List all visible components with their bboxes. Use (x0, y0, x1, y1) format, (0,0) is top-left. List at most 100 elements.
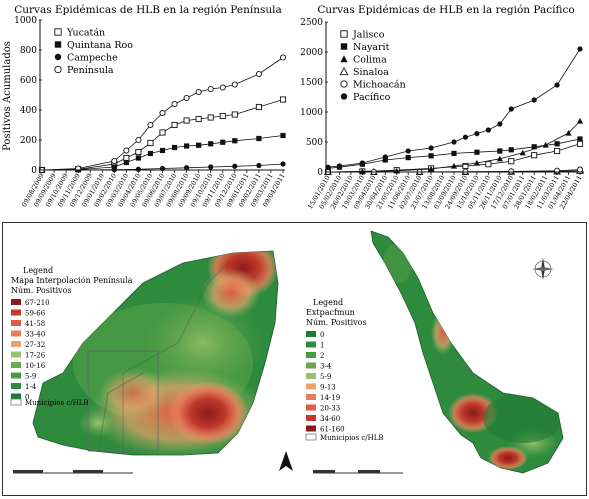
nayarit-data-point (428, 153, 434, 159)
yucatan-data-point (195, 115, 202, 123)
peninsula-map-legend: Legend Mapa Interpolación Península Núm.… (10, 266, 133, 407)
yucatan-data-point (231, 111, 238, 118)
pacifico-epidemic-chart: Curvas Epidémicas de HLB en la región Pa… (300, 4, 584, 210)
nayarit-legend-label: Nayarit (353, 42, 390, 53)
sinaloa-legend-label: Sinaloa (353, 67, 389, 78)
quintana-roo-data-point (147, 150, 154, 157)
pacifico-data-point (382, 154, 388, 160)
quintana-roo-data-point (208, 141, 214, 147)
colima-data-point (359, 168, 366, 174)
pacifico-data-point (428, 145, 434, 151)
peninsula-y-axis-label: Positivos Acumulados (2, 41, 13, 151)
y-tick-label: 600 (20, 76, 37, 86)
quintana-roo-legend-marker (54, 41, 62, 48)
legend-swatch (11, 383, 21, 389)
legend-class-label: 3-4 (320, 363, 332, 371)
legend-swatch (11, 309, 21, 316)
peninsula-data-point (111, 157, 118, 165)
legend-swatch (306, 352, 316, 358)
sinaloa-legend-marker (339, 66, 349, 76)
michoacan-data-point (508, 168, 515, 175)
michoacan-legend-marker (340, 80, 348, 88)
jalisco-data-point (554, 147, 561, 155)
yucatan-data-point (159, 129, 166, 136)
y-tick-label: 500 (306, 138, 323, 148)
legend-class-label: 9-13 (320, 384, 336, 392)
legend-swatch (306, 415, 316, 421)
quintana-roo-data-point (111, 164, 117, 170)
y-tick-label: 800 (20, 46, 37, 56)
legend-class-label: 33-40 (25, 331, 45, 339)
legend-swatch (306, 331, 316, 337)
quintana-roo-data-point (135, 155, 141, 161)
colima-data-point (576, 117, 584, 124)
peninsula-data-point (171, 100, 178, 108)
peninsula-data-point (195, 88, 202, 96)
legend-swatch (306, 341, 316, 348)
nayarit-data-point (405, 155, 411, 161)
colima-data-point (473, 159, 481, 166)
jalisco-data-point (485, 161, 492, 168)
pacifico-legend-subtitle: Extpacfmun (306, 308, 355, 317)
legend-swatch (11, 299, 21, 305)
legend-class-label: 10-16 (25, 362, 46, 370)
peninsula-data-point (219, 84, 226, 91)
campeche-data-point (135, 166, 141, 172)
peninsula-data-point (207, 85, 214, 93)
nayarit-data-point (554, 141, 560, 147)
peninsula-legend-label: Península (67, 65, 114, 76)
colima-data-point (496, 155, 503, 162)
legend-swatch (306, 383, 316, 390)
peninsula-data-point (183, 94, 190, 102)
michoacan-data-point (554, 167, 561, 174)
legend-swatch (11, 393, 21, 400)
yucatan-data-point (183, 117, 190, 124)
legend-class-label: 0 (320, 331, 324, 339)
quintana-roo-data-point (196, 142, 202, 148)
quintana-roo-legend-label: Quintana Roo (67, 40, 133, 51)
legend-class-label: 34-60 (320, 415, 340, 423)
peninsula-heat-map (32, 250, 279, 456)
y-tick-label: 0 (317, 168, 323, 178)
north-arrow-icon (279, 451, 293, 471)
colima-legend-marker (340, 55, 348, 63)
nayarit-data-point (531, 144, 537, 150)
quintana-roo-data-point (171, 144, 178, 151)
peninsula-legend-municipios: Municipios c/HLB (25, 399, 89, 407)
colima-data-point (542, 141, 549, 148)
pacifico-legend-units: Núm. Positivos (306, 318, 367, 327)
peninsula-legend-units: Núm. Positivos (11, 286, 72, 295)
peninsula-data-point (279, 54, 287, 61)
pacifico-data-point (359, 160, 365, 166)
yucatan-data-point (279, 96, 287, 103)
quintana-roo-data-point (123, 159, 129, 166)
y-tick-label: 200 (20, 136, 37, 146)
pacifico-data-point (462, 134, 469, 140)
y-tick-label: 1000 (14, 16, 37, 26)
pacifico-data-point (554, 82, 560, 88)
colima-data-point (427, 165, 435, 172)
pacifico-data-point (474, 131, 480, 137)
yucatan-legend-marker (54, 28, 62, 36)
legend-class-label: 27-32 (25, 341, 45, 349)
legend-class-label: 59-66 (25, 310, 46, 318)
nayarit-data-point (451, 150, 457, 156)
legend-swatch (11, 341, 21, 347)
jalisco-data-point (508, 158, 515, 165)
hlb-interpolation-maps-panel: Legend Mapa Interpolación Península Núm.… (2, 222, 587, 496)
legend-class-label: 1-4 (25, 383, 37, 391)
campeche-legend-marker (54, 53, 62, 61)
legend-class-label: 17-26 (25, 352, 46, 360)
peninsula-chart-title: Curvas Epidémicas de HLB en la región Pe… (14, 4, 282, 16)
colima-data-point (565, 129, 572, 136)
quintana-roo-data-point (256, 135, 262, 142)
pacifico-map-legend: Legend Extpacfmun Núm. Positivos 0 1 2 3-4 5… (305, 298, 384, 442)
jalisco-data-point (576, 140, 584, 147)
y-tick-label: 1500 (300, 78, 323, 88)
peninsula-data-point (123, 147, 130, 154)
legend-class-label: 1 (320, 342, 324, 350)
peninsula-data-point (147, 121, 154, 129)
yucatan-data-point (135, 148, 142, 156)
pacifico-legend-municipios: Municipios c/HLB (320, 434, 384, 442)
pacifico-data-point (325, 164, 331, 170)
